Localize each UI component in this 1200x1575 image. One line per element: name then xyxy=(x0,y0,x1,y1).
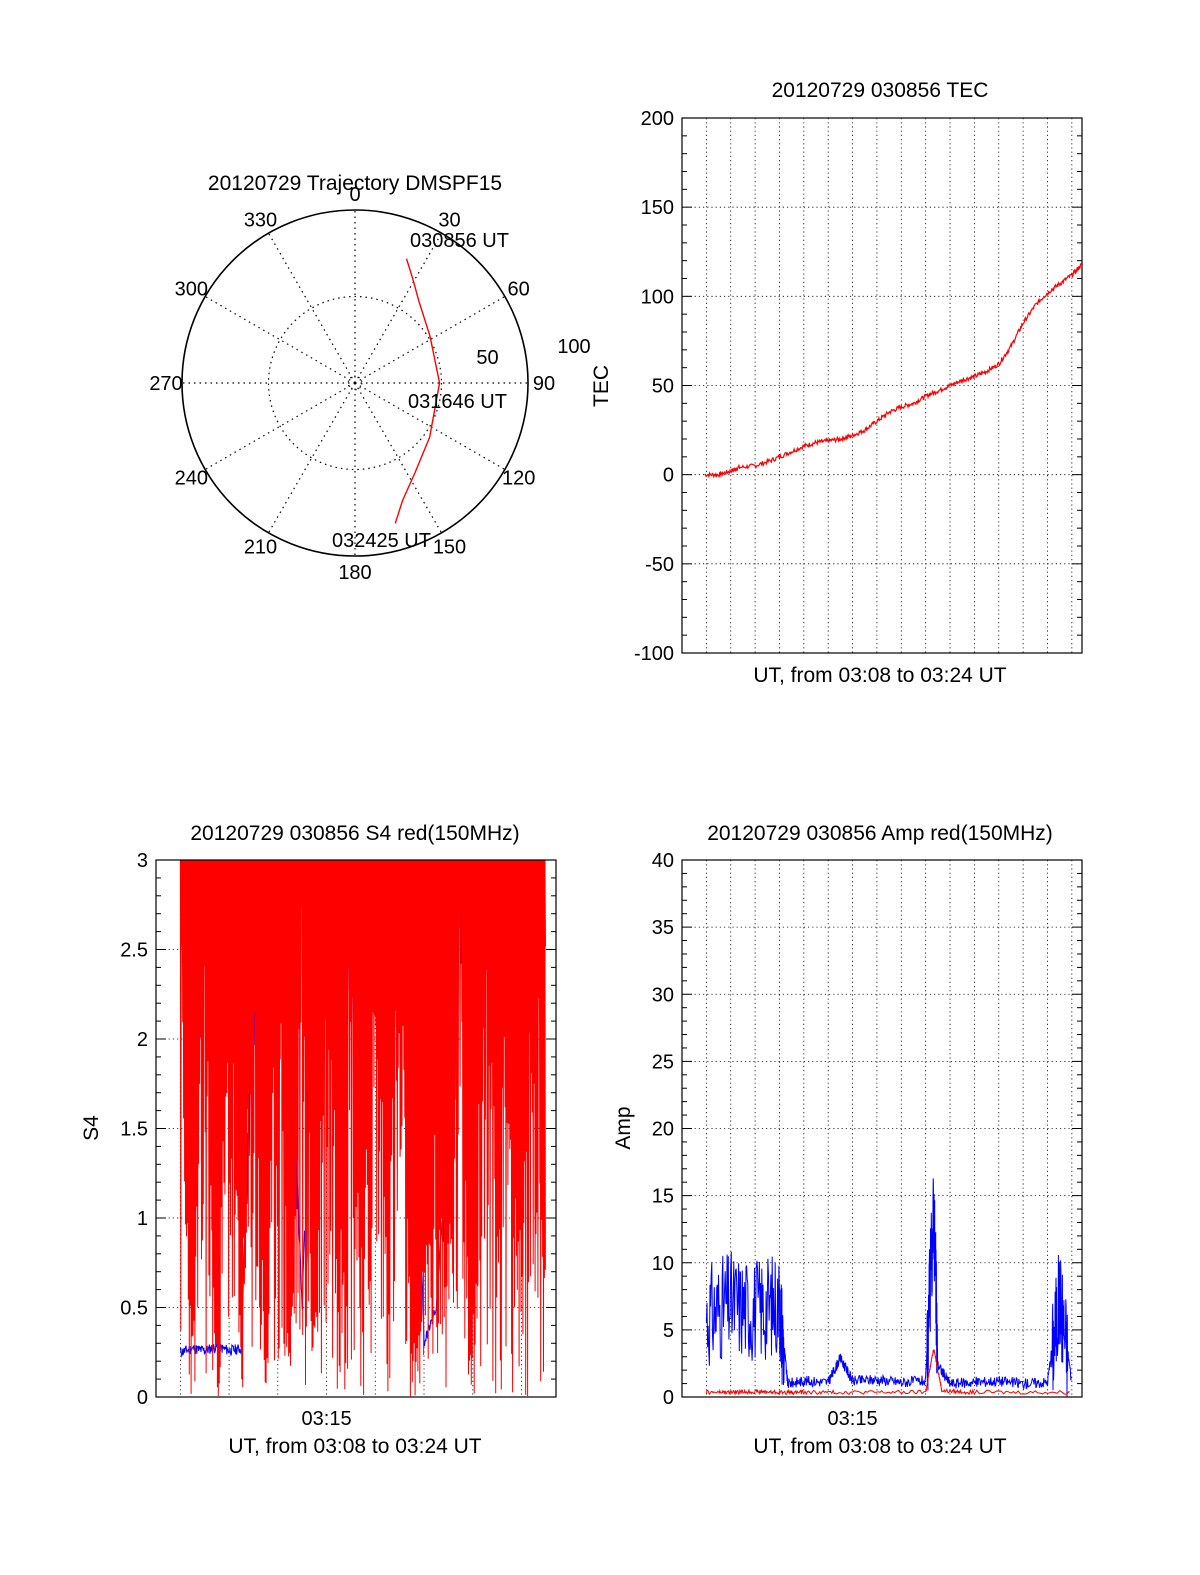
s4-x-ticks: 03:15 xyxy=(302,1408,352,1430)
tec-y-label: TEC xyxy=(590,365,613,407)
polar-angle-label-0: 0 xyxy=(349,184,360,206)
y-tick-label: 1.5 xyxy=(120,1119,148,1141)
polar-spoke-120 xyxy=(354,382,506,471)
polar-radial-label-100: 100 xyxy=(557,336,590,358)
y-tick-label: 1 xyxy=(137,1208,148,1230)
y-tick-label: 2 xyxy=(137,1029,148,1051)
polar-spoke-330 xyxy=(267,232,356,384)
s4-y-ticks: 0 0.5 1 1.5 2 2.5 3 xyxy=(120,850,556,1409)
polar-radial-labels: 50 100 xyxy=(476,336,590,369)
polar-angle-label-210: 210 xyxy=(244,537,277,559)
amp-frame xyxy=(681,859,1083,1398)
amp-y-label: Amp xyxy=(612,1106,635,1149)
tec-y-ticks: -100 -50 0 50 100 150 200 xyxy=(634,108,1082,665)
y-tick-label: 5 xyxy=(663,1320,674,1342)
y-tick-label: -50 xyxy=(645,554,674,576)
polar-angle-labels: 0 30 60 90 120 150 180 210 240 270 300 330 xyxy=(149,184,555,584)
tec-grid xyxy=(682,118,1082,653)
polar-spoke-30 xyxy=(354,232,443,384)
polar-angle-label-30: 30 xyxy=(438,209,460,231)
trajectory-title: 20120729 Trajectory DMSPF15 xyxy=(208,172,502,195)
polar-angle-label-180: 180 xyxy=(338,562,371,584)
polar-angle-label-150: 150 xyxy=(433,537,466,559)
y-tick-label: 50 xyxy=(652,376,674,398)
polar-spoke-300 xyxy=(204,295,356,384)
x-tick-label: 03:15 xyxy=(302,1408,352,1430)
amp-y-ticks: 0 5 10 15 20 25 30 35 40 xyxy=(652,850,1082,1409)
polar-angle-label-240: 240 xyxy=(175,468,208,490)
polar-spoke-60 xyxy=(354,295,506,384)
y-tick-label: 0.5 xyxy=(120,1298,148,1320)
tec-x-label: UT, from 03:08 to 03:24 UT xyxy=(753,664,1006,687)
polar-angle-label-90: 90 xyxy=(533,373,555,395)
y-tick-label: 30 xyxy=(652,984,674,1006)
polar-spoke-210 xyxy=(267,382,356,534)
s4-title: 20120729 030856 S4 red(150MHz) xyxy=(190,822,519,845)
y-tick-label: 3 xyxy=(137,850,148,872)
s4-frame xyxy=(155,859,557,1398)
red-amp-trace xyxy=(705,1349,1070,1396)
y-tick-label: 2.5 xyxy=(120,940,148,962)
trajectory-polar-plot: 20120729 Trajectory DMSPF15 0 30 60 90 120 15… xyxy=(149,172,590,584)
polar-outer-ring xyxy=(181,209,529,557)
x-tick-label: 03:15 xyxy=(828,1408,878,1430)
red-s4-trace xyxy=(179,859,546,1397)
tec-title: 20120729 030856 TEC xyxy=(772,79,989,102)
y-tick-label: 0 xyxy=(663,1387,674,1409)
y-tick-label: 35 xyxy=(652,917,674,939)
polar-radial-label-50: 50 xyxy=(476,347,498,369)
y-tick-label: 0 xyxy=(137,1387,148,1409)
trajectory-path xyxy=(394,258,441,524)
y-tick-label: 25 xyxy=(652,1051,674,1073)
trajectory-line xyxy=(394,258,441,524)
tec-frame xyxy=(681,117,1083,654)
s4-x-label: UT, from 03:08 to 03:24 UT xyxy=(228,1435,481,1458)
polar-angle-label-330: 330 xyxy=(244,209,277,231)
y-tick-label: 0 xyxy=(663,465,674,487)
y-tick-label: 15 xyxy=(652,1186,674,1208)
blue-amp-trace xyxy=(705,1178,1072,1398)
polar-spoke-150 xyxy=(354,382,443,534)
trajectory-end-time: 032425 UT xyxy=(332,530,431,552)
y-tick-label: 200 xyxy=(641,108,674,130)
polar-ring-50 xyxy=(267,295,443,471)
polar-angle-label-60: 60 xyxy=(508,279,530,301)
tec-series-line xyxy=(704,262,1082,479)
y-tick-label: 40 xyxy=(652,850,674,872)
amp-series xyxy=(705,1178,1072,1398)
y-tick-label: 150 xyxy=(641,197,674,219)
y-tick-label: 10 xyxy=(652,1253,674,1275)
s4-panel: 20120729 030856 S4 red(150MHz) 0 0.5 1 1.5 2… xyxy=(80,822,557,1458)
trajectory-start-time: 030856 UT xyxy=(410,230,509,252)
polar-grid xyxy=(181,209,529,557)
amp-panel: 20120729 030856 Amp red(150MHz) 0 5 10 15 20… xyxy=(612,822,1083,1458)
s4-y-label: S4 xyxy=(80,1115,103,1141)
y-tick-label: 100 xyxy=(641,286,674,308)
amp-title: 20120729 030856 Amp red(150MHz) xyxy=(707,822,1053,845)
polar-angle-label-270: 270 xyxy=(149,373,182,395)
polar-angle-label-120: 120 xyxy=(502,468,535,490)
trajectory-mid-time: 031646 UT xyxy=(408,391,507,413)
amp-x-label: UT, from 03:08 to 03:24 UT xyxy=(753,1435,1006,1458)
polar-angle-label-300: 300 xyxy=(175,279,208,301)
y-tick-label: -100 xyxy=(634,643,674,665)
amp-x-ticks: 03:15 xyxy=(828,1408,878,1430)
polar-spoke-240 xyxy=(204,382,356,471)
s4-series xyxy=(179,859,546,1397)
y-tick-label: 20 xyxy=(652,1119,674,1141)
tec-panel: 20120729 030856 TEC -100-50050100150200 … xyxy=(590,79,1083,687)
tec-series xyxy=(704,262,1082,479)
